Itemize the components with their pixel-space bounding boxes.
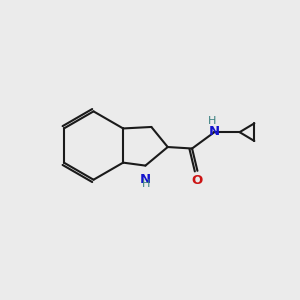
Text: H: H bbox=[208, 116, 216, 126]
Text: H: H bbox=[142, 179, 150, 189]
Text: N: N bbox=[209, 125, 220, 138]
Text: N: N bbox=[140, 173, 151, 186]
Text: O: O bbox=[192, 174, 203, 187]
